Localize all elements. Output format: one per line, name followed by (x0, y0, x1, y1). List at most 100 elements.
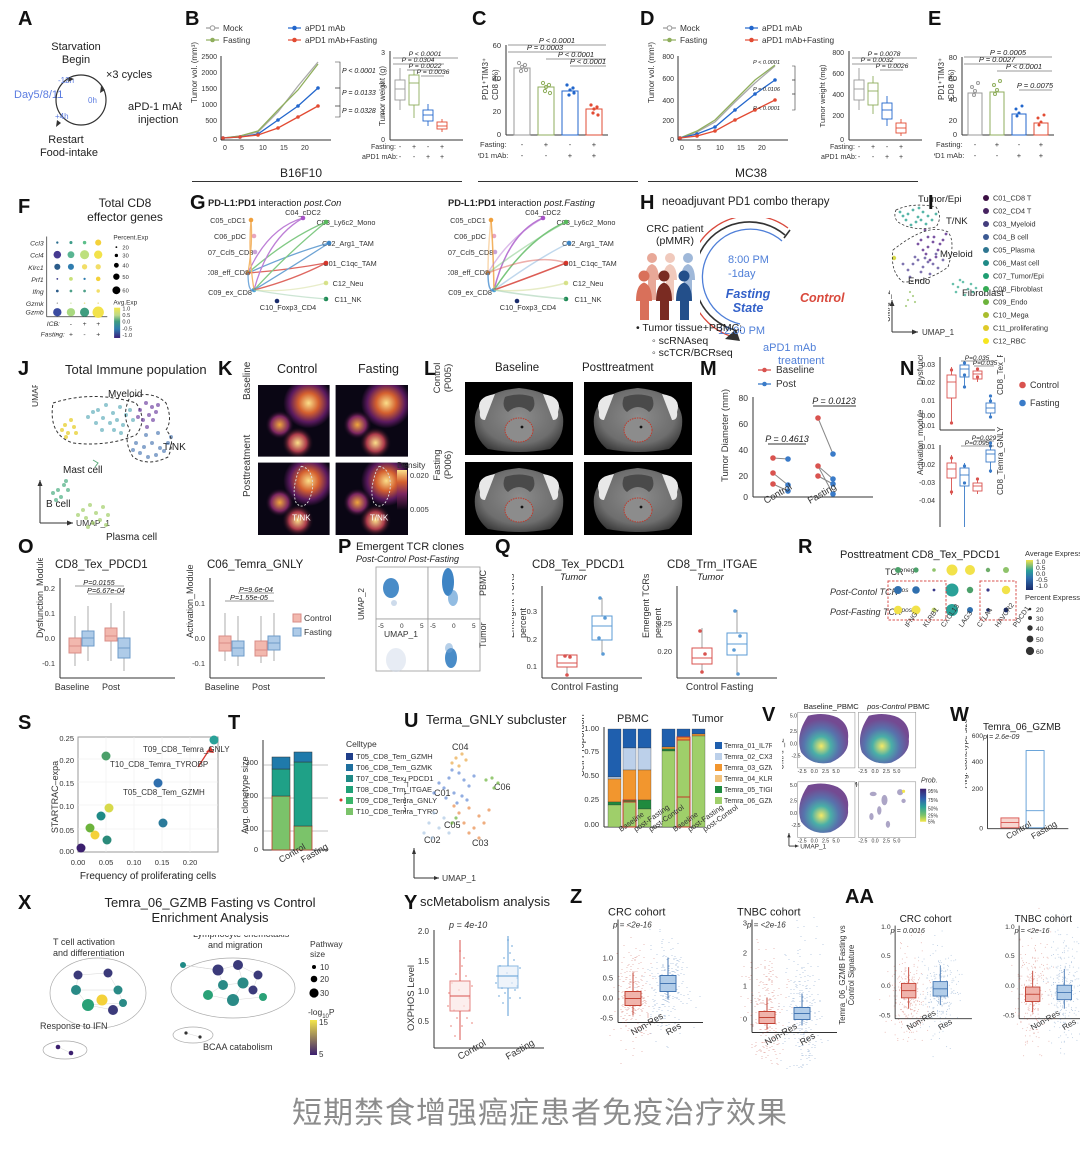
svg-text:0h: 0h (88, 96, 97, 105)
svg-text:40: 40 (949, 95, 957, 104)
svg-text:20: 20 (320, 975, 329, 984)
svg-text:0.00: 0.00 (59, 847, 74, 856)
svg-text:+: + (899, 154, 903, 161)
svg-text:-: - (70, 321, 72, 328)
svg-text:Klrc1: Klrc1 (28, 265, 44, 272)
svg-text:Fasting: Fasting (726, 287, 771, 301)
svg-text:25%: 25% (928, 813, 939, 819)
svg-text:P = 0.0075: P = 0.0075 (1017, 81, 1054, 90)
svg-text:0.005: 0.005 (410, 505, 429, 514)
svg-text:UMAP_1: UMAP_1 (442, 873, 476, 883)
svg-text:Baseline: Baseline (776, 365, 815, 376)
svg-text:0: 0 (254, 845, 258, 854)
svg-text:P < 0.0001: P < 0.0001 (342, 68, 376, 75)
svg-text:Emergent TCRs: Emergent TCRs (512, 573, 516, 638)
svg-text:2.5: 2.5 (790, 729, 797, 735)
svg-text:Temra_06_GZMB: Temra_06_GZMB (983, 722, 1061, 733)
svg-text:Ifng: Ifng (32, 289, 44, 296)
svg-text:C02_CD4 T: C02_CD4 T (993, 207, 1032, 216)
svg-text:5.0: 5.0 (790, 714, 797, 720)
svg-text:Tumor Diameter (mm): Tumor Diameter (mm) (720, 389, 731, 482)
svg-text:T09_CD8_Temra_GNLY: T09_CD8_Temra_GNLY (143, 745, 230, 754)
svg-text:5: 5 (240, 145, 244, 152)
svg-text:C01_C1qc_TAM: C01_C1qc_TAM (323, 259, 376, 268)
svg-text:Lymphocyte chemotaxis: Lymphocyte chemotaxis (193, 935, 290, 939)
svg-text:-: - (858, 154, 861, 161)
svg-text:Ccl4: Ccl4 (30, 253, 44, 260)
svg-text:UMAP_2: UMAP_2 (357, 587, 366, 620)
svg-text:UMAP_1: UMAP_1 (384, 629, 418, 639)
svg-text:-: - (996, 151, 999, 160)
svg-text:C09_Endo: C09_Endo (993, 298, 1028, 307)
svg-text:C08_eff_CD8: C08_eff_CD8 (448, 268, 489, 277)
svg-text:5.0: 5.0 (832, 839, 839, 845)
svg-text:C06_Temra_GNLY: C06_Temra_GNLY (207, 559, 304, 571)
svg-text:40: 40 (493, 74, 501, 83)
svg-text:600: 600 (832, 71, 844, 78)
svg-text:-0.5: -0.5 (1003, 1013, 1015, 1020)
svg-text:2: 2 (381, 82, 385, 89)
svg-text:+: + (96, 321, 100, 328)
svg-text:Control: Control (551, 682, 583, 693)
svg-text:P=6.67e-04: P=6.67e-04 (87, 586, 125, 595)
svg-text:Posttreatment CD8_Tex_PDCD1: Posttreatment CD8_Tex_PDCD1 (840, 549, 1000, 561)
svg-text:5: 5 (697, 145, 701, 152)
svg-text:-: - (974, 151, 977, 160)
svg-text:aPD1 mAb:: aPD1 mAb: (821, 154, 857, 161)
svg-text:CRC cohort: CRC cohort (608, 907, 665, 919)
svg-text:-0.04: -0.04 (919, 498, 935, 505)
svg-text:aPD1 mAb+Fasting: aPD1 mAb+Fasting (762, 35, 835, 45)
svg-text:+: + (1039, 151, 1044, 160)
svg-text:15: 15 (280, 145, 288, 152)
svg-text:C10_Foxp3_CD4: C10_Foxp3_CD4 (260, 303, 316, 312)
svg-text:Fasting: Fasting (586, 682, 619, 693)
svg-text:20: 20 (493, 107, 501, 116)
svg-text:30: 30 (122, 254, 128, 260)
svg-text:aPD1 mAb: aPD1 mAb (763, 342, 816, 354)
svg-text:0: 0 (979, 825, 983, 832)
svg-text:1: 1 (381, 110, 385, 117)
svg-text:-2.5: -2.5 (792, 823, 801, 829)
svg-text:2.0: 2.0 (418, 927, 430, 936)
svg-text:+: + (899, 144, 903, 151)
svg-text:+: + (69, 331, 73, 338)
svg-text:0.3: 0.3 (527, 607, 537, 616)
svg-text:Fasting:: Fasting: (41, 331, 65, 338)
svg-text:+: + (83, 321, 87, 328)
svg-text:C12_Neu: C12_Neu (573, 279, 604, 288)
svg-text:LAG3: LAG3 (958, 610, 974, 629)
svg-text:0.1: 0.1 (527, 662, 537, 671)
svg-text:Tumor/Epi: Tumor/Epi (918, 194, 961, 205)
svg-text:0.5: 0.5 (881, 953, 891, 960)
svg-text:Begin: Begin (62, 54, 90, 66)
svg-text:PD-L1:PD1 interaction post.Con: PD-L1:PD1 interaction post.Con (208, 198, 341, 208)
svg-text:Tumor weight (g): Tumor weight (g) (378, 66, 387, 127)
svg-text:Temra_02_CX3CR1: Temra_02_CX3CR1 (724, 754, 772, 761)
svg-text:Control: Control (304, 613, 332, 623)
svg-text:Fasting: Fasting (721, 682, 754, 693)
svg-text:1.0: 1.0 (1005, 924, 1015, 931)
svg-text:P < 0.0001: P < 0.0001 (753, 60, 780, 66)
svg-text:State: State (733, 301, 764, 315)
svg-text:400: 400 (972, 759, 983, 766)
svg-text:Non-Res: Non-Res (1029, 1008, 1061, 1032)
svg-text:Post-Control Post-Fasting: Post-Control Post-Fasting (356, 554, 459, 564)
svg-text:5.0: 5.0 (893, 839, 900, 845)
svg-text:0.20: 0.20 (657, 647, 672, 656)
svg-text:Non-Res: Non-Res (629, 1011, 665, 1038)
svg-text:PBMC: PBMC (908, 702, 930, 711)
svg-text:P = 0.0133: P = 0.0133 (342, 90, 376, 97)
svg-text:40: 40 (739, 445, 749, 455)
svg-text:0: 0 (497, 130, 501, 139)
svg-text:-1.0: -1.0 (122, 333, 132, 339)
svg-text:injection: injection (138, 114, 178, 126)
svg-text:2: 2 (743, 949, 747, 958)
svg-text:0.05: 0.05 (99, 858, 114, 867)
svg-text:200: 200 (972, 786, 983, 793)
svg-text:Myeloid: Myeloid (940, 249, 973, 260)
svg-text:-: - (521, 151, 524, 160)
svg-text:and migration: and migration (208, 940, 263, 950)
svg-text:Post: Post (102, 682, 121, 692)
svg-text:+: + (871, 144, 875, 151)
svg-text:CD8_Tex_PDCD1: CD8_Tex_PDCD1 (996, 355, 1005, 395)
